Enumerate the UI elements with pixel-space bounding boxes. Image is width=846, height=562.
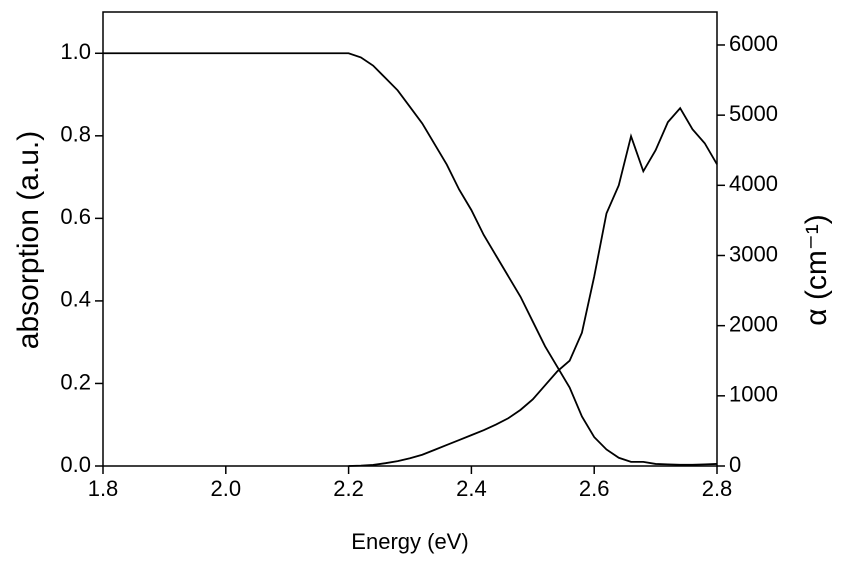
y-tick-label: 0.2 <box>60 369 91 394</box>
x-tick-label: 2.0 <box>211 476 242 501</box>
x-tick-label: 2.6 <box>579 476 610 501</box>
y-tick-label: 0.6 <box>60 204 91 229</box>
x-tick-label: 2.2 <box>333 476 364 501</box>
y2-tick-label: 3000 <box>729 241 778 266</box>
y-tick-label: 0.8 <box>60 122 91 147</box>
y2-tick-label: 5000 <box>729 101 778 126</box>
y2-tick-label: 1000 <box>729 382 778 407</box>
data-line <box>103 52 718 466</box>
y-tick-label: 0.4 <box>60 287 91 312</box>
x-tick-label: 2.8 <box>702 476 733 501</box>
y2-tick-label: 6000 <box>729 31 778 56</box>
y2-axis-label: α (cm⁻¹) <box>800 214 833 325</box>
x-tick-label: 1.8 <box>88 476 119 501</box>
y2-tick-label: 0 <box>729 452 741 477</box>
x-axis-label: Energy (eV) <box>351 529 468 554</box>
y-axis-label: absorption (a.u.) <box>12 131 45 349</box>
y2-tick-label: 4000 <box>729 171 778 196</box>
y2-tick-label: 2000 <box>729 311 778 336</box>
x-tick-label: 2.4 <box>456 476 487 501</box>
y-tick-label: 0.0 <box>60 452 91 477</box>
data-line <box>348 106 718 467</box>
plot-frame <box>102 11 718 467</box>
y-tick-label: 1.0 <box>60 39 91 64</box>
